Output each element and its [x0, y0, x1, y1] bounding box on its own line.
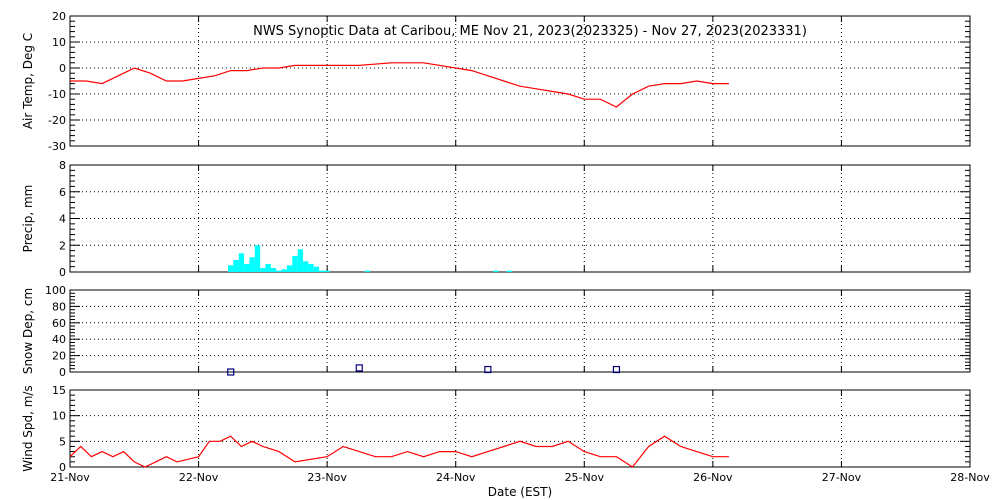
precip-frame	[69, 164, 971, 273]
x-tick-label: 25-Nov	[565, 471, 605, 484]
precip-ytick-label: 4	[59, 213, 66, 226]
snow-depth-ytick-label: 80	[52, 300, 66, 313]
precip-ytick-label: 6	[59, 186, 66, 199]
precip-bar	[233, 259, 239, 272]
x-tick-label: 26-Nov	[693, 471, 733, 484]
snow-depth-panel: 0 20 40 60 80 100 Snow Dep, cm	[21, 284, 971, 379]
precip-bar	[265, 263, 271, 272]
precip-bar	[276, 270, 282, 272]
air-temp-ytick-label: -20	[48, 114, 66, 127]
precip-bar	[254, 245, 261, 272]
precip-bar	[506, 270, 512, 272]
snow-depth-ytick-label: 0	[59, 366, 66, 379]
air-temp-ylabel: Air Temp, Deg C	[21, 33, 35, 129]
precip-bar	[308, 263, 314, 272]
precip-bar	[228, 265, 234, 272]
precip-ytick-label: 0	[59, 266, 66, 279]
precip-bar	[281, 269, 287, 272]
wind-speed-frame	[69, 389, 971, 468]
snow-depth-ytick-label: 20	[52, 350, 66, 363]
precip-ylabel: Precip, mm	[21, 185, 35, 253]
precip-ytick-label: 2	[59, 239, 66, 252]
snow-depth-frame	[69, 289, 971, 373]
precip-ytick-label: 8	[59, 159, 66, 172]
snow-depth-point	[484, 365, 492, 374]
precip-bar	[260, 267, 266, 272]
snow-depth-ytick-label: 100	[45, 284, 66, 297]
wind-speed-ytick-label: 10	[52, 410, 66, 423]
air-temp-ytick-label: 0	[59, 62, 66, 75]
wind-speed-ytick-label: 15	[52, 384, 66, 397]
precip-bar	[303, 261, 309, 272]
precip-bar	[286, 265, 293, 272]
precip-bar	[313, 266, 320, 272]
precip-bar	[244, 263, 250, 272]
x-tick-label: 21-Nov	[50, 471, 90, 484]
air-temp-ytick-label: -10	[48, 88, 66, 101]
snow-depth-point	[227, 368, 235, 376]
wind-speed-ytick-label: 0	[59, 461, 66, 474]
precip-bar	[270, 267, 277, 272]
snow-depth-point	[355, 364, 363, 372]
precip-bar	[364, 270, 370, 272]
snow-depth-ytick-label: 60	[52, 317, 66, 330]
air-temp-ytick-label: -30	[48, 140, 66, 153]
wind-speed-ytick-label: 5	[59, 435, 66, 448]
air-temp-series-line	[70, 62, 729, 108]
x-tick-label: 24-Nov	[436, 471, 476, 484]
air-temp-ytick-label: 20	[52, 10, 66, 23]
precip-bar	[297, 249, 304, 272]
wind-speed-panel: 0 5 10 15 Wind Spd, m/s	[21, 384, 971, 474]
precip-panel: 0 2 4 6 8 Precip, mm	[21, 159, 971, 279]
x-tick-label: 27-Nov	[822, 471, 862, 484]
snow-depth-point	[612, 365, 621, 374]
precip-bar	[249, 257, 255, 272]
snow-depth-ytick-label: 40	[52, 333, 66, 346]
x-axis-label: Date (EST)	[488, 485, 552, 499]
x-tick-label: 28-Nov	[950, 471, 990, 484]
snow-depth-ylabel: Snow Dep, cm	[21, 288, 35, 374]
chart-title: NWS Synoptic Data at Caribou, ME Nov 21,…	[253, 24, 807, 39]
panels: -30 -20 -10 0 10 20 Air Temp, Deg C 0 2 4 6 8 Precip…	[21, 10, 971, 474]
x-tick-labels: 21-Nov 22-Nov 23-Nov 24-Nov 25-Nov 26-Nov 27-N…	[50, 471, 990, 484]
precip-bar	[324, 270, 330, 272]
x-tick-label: 23-Nov	[307, 471, 347, 484]
wind-speed-ylabel: Wind Spd, m/s	[21, 385, 35, 471]
precip-bar	[238, 253, 245, 272]
precip-bar	[493, 270, 499, 272]
air-temp-ytick-label: 10	[52, 36, 66, 49]
precip-bar	[319, 270, 325, 272]
x-tick-label: 22-Nov	[179, 471, 219, 484]
precip-bar	[292, 255, 298, 272]
wind-speed-series-line	[69, 435, 729, 468]
air-temp-panel: -30 -20 -10 0 10 20 Air Temp, Deg C	[21, 10, 971, 153]
